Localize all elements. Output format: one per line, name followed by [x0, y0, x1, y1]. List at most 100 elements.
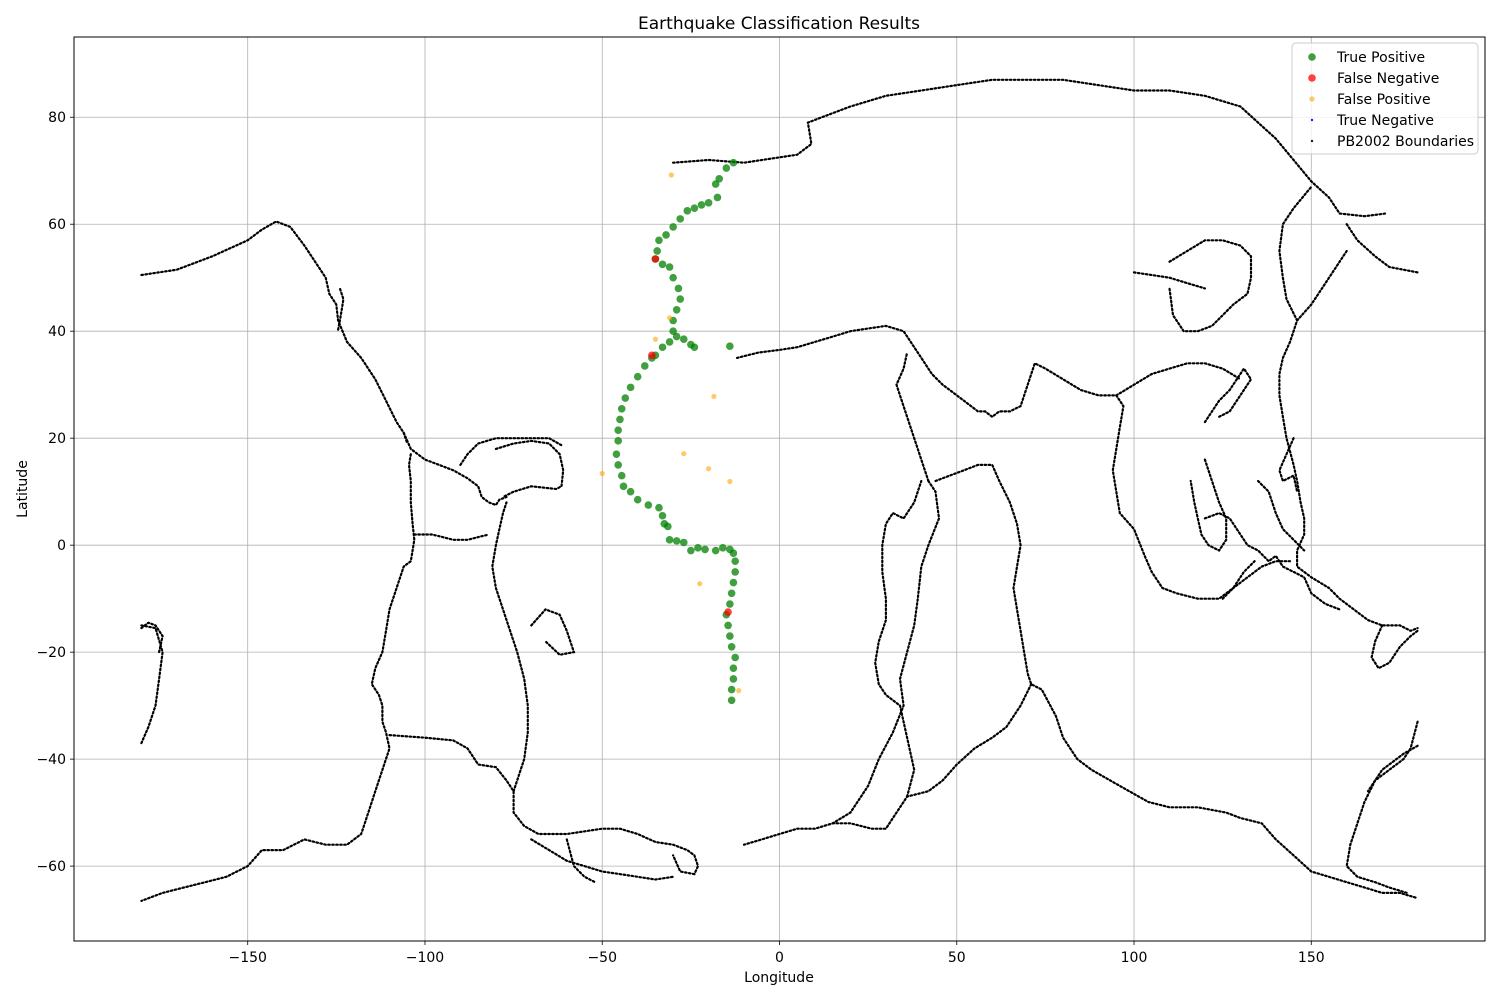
false-positive-point — [599, 470, 605, 477]
true-positive-point — [612, 450, 621, 459]
boundary-line — [530, 838, 675, 881]
boundary-line — [1189, 458, 1228, 552]
point-series — [599, 158, 742, 705]
true-positive-point — [687, 546, 695, 555]
true-positive-point — [665, 263, 674, 271]
true-positive-point — [665, 338, 674, 346]
true-positive-point — [701, 545, 709, 554]
true-positive-point — [694, 544, 702, 552]
boundary-line — [140, 621, 164, 654]
legend-items: True Positive False Negative False Positiv… — [1308, 50, 1474, 150]
legend-box — [1291, 42, 1479, 155]
true-positive-point — [672, 306, 681, 314]
boundary-line — [1370, 624, 1419, 670]
legend-marker-false-negative — [1308, 74, 1316, 82]
boundary-line — [934, 463, 1419, 900]
legend-label-true-negative: True Negative — [1336, 113, 1434, 129]
true-positive-point — [674, 284, 683, 293]
true-positive-point — [676, 215, 685, 223]
y-tick-label: −60 — [36, 859, 66, 875]
true-positive-point — [718, 544, 727, 552]
boundary-line — [1345, 223, 1419, 274]
legend-label-pb2002-boundaries: PB2002 Boundaries — [1337, 134, 1474, 150]
y-tick-label: 80 — [48, 110, 66, 126]
legend-label-false-negative: False Negative — [1337, 71, 1439, 87]
x-tick-label: 50 — [948, 950, 966, 966]
y-tick-label: 60 — [48, 217, 66, 233]
true-positive-point — [658, 343, 667, 352]
true-positive-point — [726, 632, 734, 640]
true-positive-point — [697, 201, 706, 209]
true-positive-point — [711, 180, 720, 188]
x-tick-label: 0 — [775, 950, 784, 966]
x-tick-label: −150 — [228, 950, 266, 966]
y-axis-label: Latitude — [15, 460, 31, 518]
boundary-line — [140, 453, 416, 903]
true-positive-point — [619, 482, 628, 491]
false-negative-point — [651, 255, 660, 263]
x-tick-label: −100 — [406, 950, 444, 966]
true-positive-point — [669, 327, 677, 336]
boundary-line — [895, 351, 930, 483]
boundary-line — [1221, 560, 1256, 600]
true-positive-point — [727, 589, 736, 598]
true-positive-point — [644, 501, 653, 509]
boundary-line — [140, 624, 164, 745]
true-positive-point — [655, 503, 663, 512]
boundary-line — [742, 479, 941, 846]
true-positive-point — [621, 394, 630, 402]
false-positive-point — [727, 478, 733, 485]
boundary-line — [1203, 511, 1341, 611]
x-tick-label: 150 — [1298, 950, 1325, 966]
true-positive-point — [672, 537, 681, 545]
true-positive-point — [726, 600, 734, 608]
true-positive-point — [672, 332, 681, 341]
boundary-line — [1278, 185, 1313, 322]
boundary-line — [1366, 744, 1419, 793]
true-positive-point — [614, 461, 622, 469]
boundary-line — [1115, 362, 1242, 397]
legend-marker-pb2002-boundaries — [1310, 139, 1314, 143]
boundary-line — [530, 608, 576, 656]
boundary-line — [337, 287, 345, 331]
false-positive-point — [697, 581, 703, 587]
false-positive-point — [711, 393, 717, 400]
true-positive-point — [713, 193, 722, 202]
boundary-line — [459, 437, 565, 466]
true-positive-point — [665, 536, 674, 544]
true-positive-point — [729, 549, 738, 557]
boundary-line — [1132, 271, 1207, 290]
true-positive-point — [676, 295, 685, 303]
y-tick-label: −20 — [36, 645, 66, 661]
boundary-line — [874, 479, 923, 798]
chart-title: Earthquake Classification Results — [638, 14, 920, 34]
true-positive-point — [727, 642, 736, 651]
boundary-line — [735, 324, 1292, 600]
false-negative-point — [724, 608, 732, 616]
true-positive-point — [729, 158, 738, 167]
true-positive-point — [616, 415, 624, 424]
boundary-line — [413, 533, 490, 541]
false-positive-point — [705, 466, 712, 472]
true-positive-point — [614, 426, 622, 434]
boundary-line — [671, 78, 1387, 218]
true-positive-point — [731, 653, 739, 662]
true-positive-point — [664, 522, 672, 531]
boundary-line — [1256, 479, 1306, 552]
boundary-line — [402, 431, 508, 507]
true-positive-point — [722, 164, 731, 172]
true-positive-point — [653, 247, 661, 255]
boundary-series — [140, 78, 1419, 903]
true-positive-point — [690, 204, 699, 212]
boundary-line — [494, 439, 565, 499]
boundary-line — [1345, 720, 1419, 895]
false-positive-point — [652, 336, 659, 342]
true-positive-point — [729, 675, 738, 683]
true-positive-point — [658, 260, 667, 269]
y-tick-label: 40 — [48, 324, 66, 340]
axis-ticks: −150 −100 −50 0 50 100 150 −60 −40 −20 0 20 40 60 80 — [36, 110, 1324, 966]
true-positive-point — [617, 471, 626, 480]
x-tick-label: −50 — [587, 950, 617, 966]
